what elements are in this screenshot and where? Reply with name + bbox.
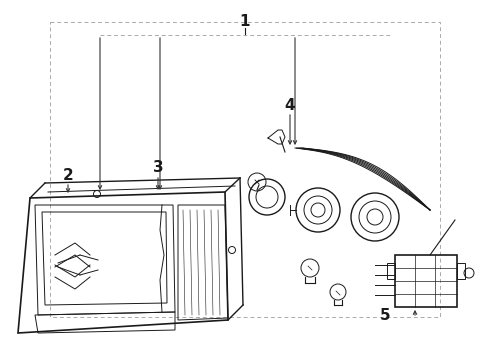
Text: 4: 4 xyxy=(285,98,295,112)
Bar xyxy=(50,22,440,317)
Text: 1: 1 xyxy=(240,14,250,30)
Text: 5: 5 xyxy=(380,307,391,323)
Text: 3: 3 xyxy=(153,161,163,175)
Bar xyxy=(457,263,465,279)
Text: 2: 2 xyxy=(63,167,74,183)
Bar xyxy=(387,263,395,279)
Bar xyxy=(395,255,457,307)
